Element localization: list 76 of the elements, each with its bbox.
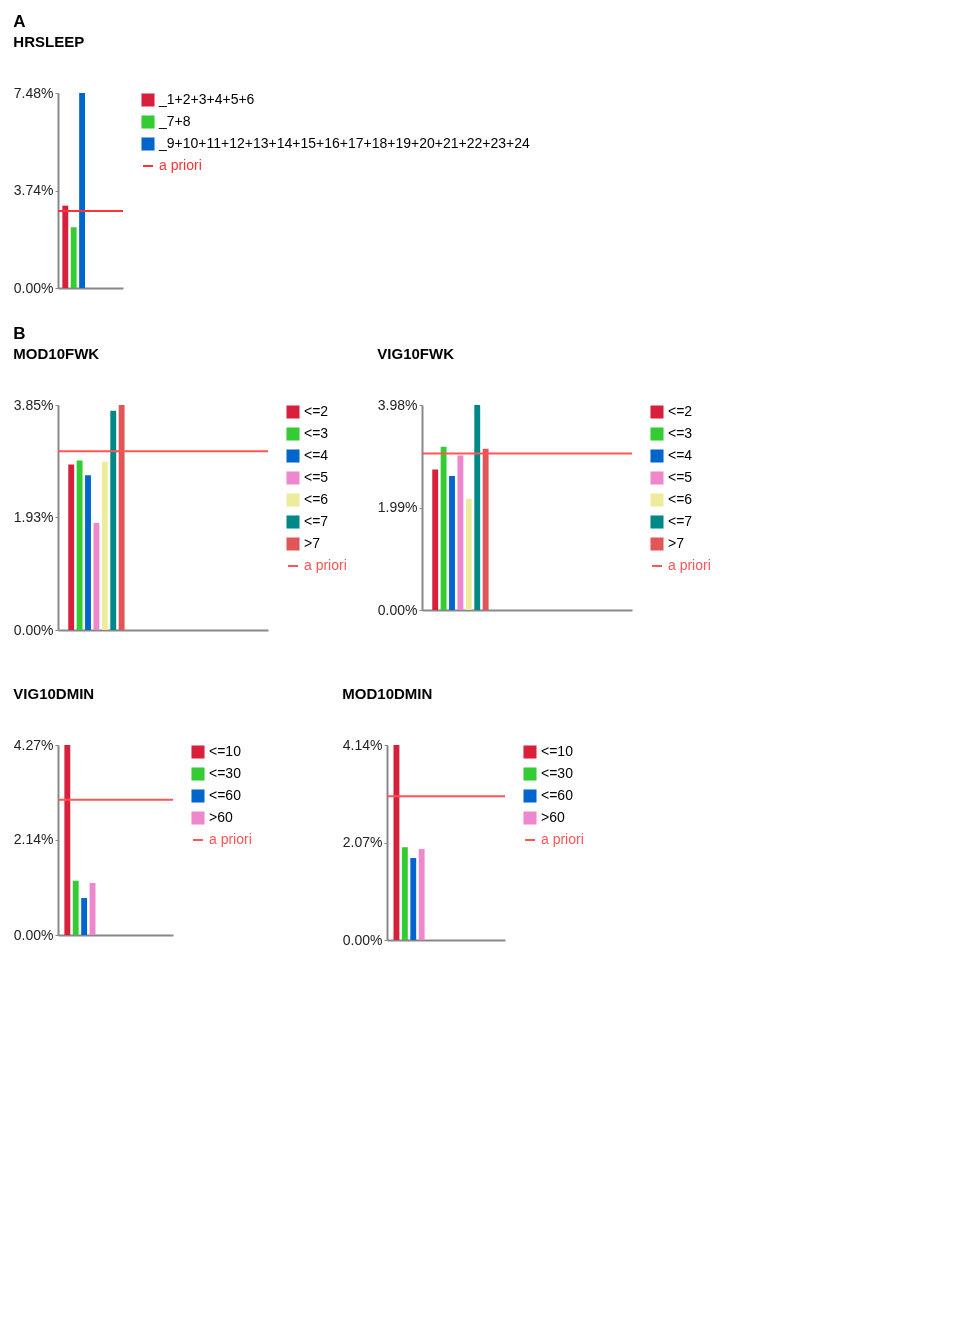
- bar: [68, 464, 75, 630]
- bar: [418, 849, 425, 940]
- y-tick-label: 0.00%: [377, 601, 418, 618]
- legend-label: <=6: [668, 491, 693, 507]
- legend-label: <=3: [668, 425, 693, 441]
- y-tick-label: 0.00%: [13, 621, 54, 638]
- y-tick-label: 2.14%: [13, 831, 54, 848]
- legend-label: <=7: [668, 513, 693, 529]
- legend-label: <=6: [304, 491, 329, 507]
- legend-label: a priori: [304, 557, 347, 573]
- chart-title: VIG10FWK: [377, 345, 455, 362]
- legend-label: <=10: [209, 743, 242, 759]
- legend-label: <=30: [209, 765, 242, 781]
- bar: [457, 455, 464, 610]
- legend-label: <=60: [209, 787, 242, 803]
- bar: [101, 461, 108, 630]
- legend-label: >60: [541, 809, 565, 825]
- legend-label: >7: [668, 535, 685, 551]
- chart-title: MOD10FWK: [13, 345, 100, 362]
- legend-label: <=5: [304, 469, 329, 485]
- bar: [85, 475, 91, 630]
- y-tick-label: 0.00%: [13, 926, 54, 943]
- legend-label: <=4: [668, 447, 693, 463]
- bar: [64, 745, 71, 935]
- bar: [440, 446, 447, 610]
- bar: [465, 498, 472, 610]
- bar: [449, 476, 455, 610]
- legend-label: <=4: [304, 447, 329, 463]
- bar: [76, 460, 83, 630]
- y-tick-label: 0.00%: [342, 931, 383, 948]
- legend-label: _1+2+3+4+5+6: [158, 91, 255, 107]
- y-tick-label: 3.74%: [13, 182, 54, 198]
- legend-label: a priori: [541, 831, 584, 847]
- y-tick-label: 4.27%: [13, 736, 54, 753]
- legend-label: <=30: [541, 765, 574, 781]
- legend-label: _7+8: [158, 113, 191, 129]
- legend-label: a priori: [159, 157, 202, 173]
- chart-title: MOD10DMIN: [342, 685, 433, 702]
- legend-label: <=2: [668, 403, 693, 419]
- bar: [410, 858, 417, 940]
- bar: [62, 205, 69, 288]
- bar: [79, 93, 86, 288]
- chart-title: HRSLEEP: [13, 33, 85, 50]
- legend-label: >7: [304, 535, 321, 551]
- legend-label: <=3: [304, 425, 329, 441]
- legend-label: a priori: [668, 557, 711, 573]
- bar: [482, 448, 489, 610]
- legend-label: <=5: [668, 469, 693, 485]
- y-tick-label: 4.14%: [342, 736, 383, 753]
- legend-label: >60: [209, 809, 233, 825]
- bar: [81, 898, 88, 935]
- bar: [93, 523, 100, 630]
- y-tick-label: 1.99%: [377, 499, 418, 515]
- legend-label: <=2: [304, 403, 329, 419]
- legend-label: <=10: [541, 743, 574, 759]
- bar: [110, 410, 117, 630]
- text: B: [13, 324, 26, 343]
- bar: [70, 227, 77, 288]
- chart-title: VIG10DMIN: [13, 685, 95, 702]
- legend-label: <=60: [541, 787, 574, 803]
- legend-label: <=7: [304, 513, 329, 529]
- y-tick-label: 2.07%: [342, 834, 383, 850]
- bar: [72, 880, 79, 935]
- y-tick-label: 0.00%: [13, 279, 54, 296]
- bar: [432, 469, 439, 610]
- y-tick-label: 3.85%: [13, 396, 54, 413]
- bar: [118, 405, 125, 630]
- text: A: [13, 12, 26, 31]
- legend-label: _9+10+11+12+13+14+15+16+17+18+19+20+21+22+23+24: [158, 135, 530, 151]
- bar: [401, 847, 408, 940]
- y-tick-label: 1.93%: [13, 508, 54, 525]
- y-tick-label: 7.48%: [13, 84, 54, 101]
- bar: [474, 405, 481, 610]
- legend-label: a priori: [209, 831, 252, 847]
- y-tick-label: 3.98%: [377, 396, 418, 413]
- bar: [393, 745, 400, 940]
